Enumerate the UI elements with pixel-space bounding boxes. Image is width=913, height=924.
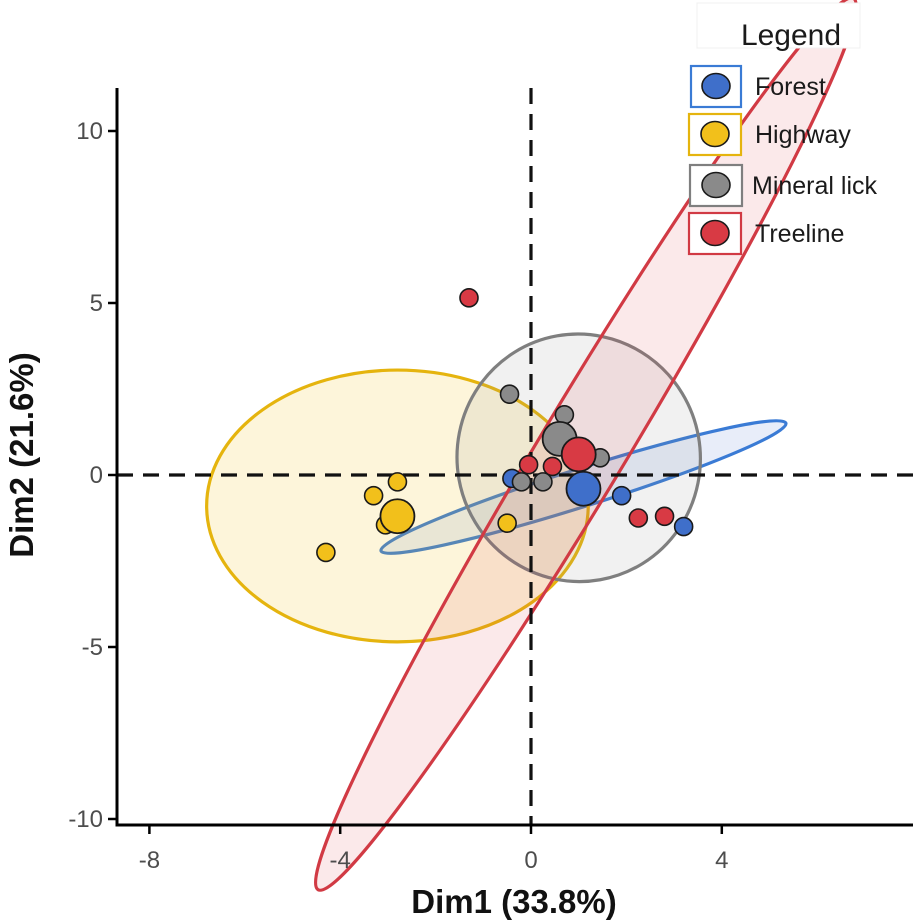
legend-label-forest: Forest [755,73,826,101]
point-treeline [542,456,563,477]
point-highway [497,513,517,533]
point-forest [611,485,632,506]
x-tick-label: -4 [330,847,351,874]
legend-title: Legend [741,19,841,52]
point-mineral-lick [533,472,553,492]
y-tick-label: -5 [82,634,103,661]
x-tick-label: -8 [139,847,160,874]
x-axis-title: Dim1 (33.8%) [411,883,616,920]
axes: -8 -4 0 4 10 5 0 -5 -10 [68,88,913,874]
legend-item-highway: Highway [687,112,851,157]
legend-item-mineral-lick: Mineral lick [688,163,878,208]
legend-label-mineral-lick: Mineral lick [752,172,878,200]
legend-title-box [696,2,861,49]
point-highway [316,542,336,563]
point-treeline [518,454,539,475]
legend-item-treeline: Treeline [687,211,844,256]
centroid-treeline [560,436,597,473]
point-forest [673,516,694,537]
x-tick-label: 4 [715,847,728,874]
point-treeline [654,506,675,527]
x-tick-label: 0 [524,847,537,874]
point-highway [363,485,384,506]
legend-marker-forest [701,72,731,100]
legend-label-highway: Highway [755,121,851,149]
y-axis-title: Dim2 (21.6%) [3,352,40,557]
y-tick-label: 10 [76,118,103,145]
centroid-forest [565,470,602,507]
legend: Legend Forest Highway Mineral lick Treeline [687,2,878,256]
y-tick-label: 0 [90,462,103,489]
legend-marker-mineral-lick [701,171,731,199]
point-highway [387,472,408,492]
point-treeline [459,288,479,308]
y-tick-label: -10 [68,806,103,833]
point-layer [316,288,694,563]
legend-marker-highway [700,120,730,148]
point-mineral-lick [499,384,520,404]
centroid-highway [379,498,416,535]
legend-item-forest: Forest [689,64,826,109]
point-mineral-lick [511,472,532,492]
legend-marker-treeline [700,219,730,247]
point-treeline [628,508,649,528]
y-tick-label: 5 [90,290,103,317]
legend-label-treeline: Treeline [755,220,844,248]
